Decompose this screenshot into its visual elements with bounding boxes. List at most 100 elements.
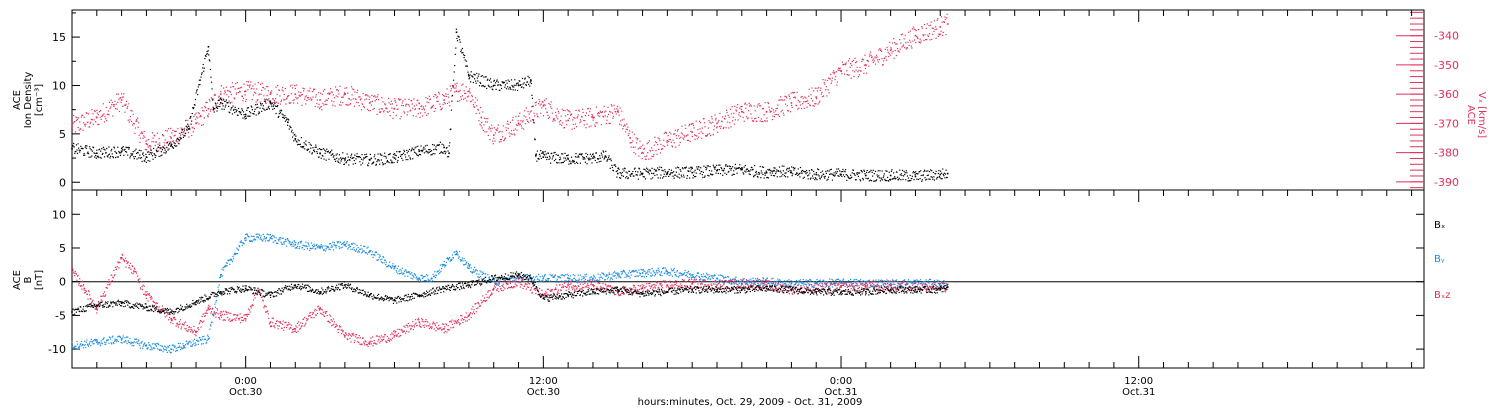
- density-series-point: [380, 159, 382, 161]
- vx-series-point: [700, 131, 702, 133]
- vx-series-point: [658, 148, 660, 150]
- density-series-point: [250, 105, 252, 107]
- density-series-point: [148, 151, 150, 153]
- by-series-point: [393, 268, 395, 270]
- density-series-point: [577, 155, 579, 157]
- vx-series-point: [736, 103, 739, 106]
- vx-series-point: [515, 115, 517, 118]
- density-series-point: [719, 173, 722, 175]
- density-series-point: [259, 107, 261, 109]
- vx-series-point: [387, 97, 390, 100]
- density-series-point: [675, 171, 677, 173]
- by-series-point: [299, 241, 301, 243]
- vx-series-point: [900, 34, 902, 36]
- density-series-point: [577, 162, 579, 164]
- vx-series-point: [611, 112, 614, 114]
- by-series-point: [934, 281, 936, 283]
- density-series-point: [915, 172, 917, 175]
- by-series-point: [772, 282, 775, 284]
- vx-series-point: [943, 20, 945, 23]
- density-series-point: [412, 158, 414, 160]
- vx-series-point: [129, 119, 131, 121]
- density-series-point: [602, 150, 604, 152]
- vx-series-point: [461, 84, 463, 86]
- by-series-point: [318, 245, 320, 247]
- vx-series-point: [317, 92, 320, 94]
- vx-series-point: [263, 95, 265, 97]
- by-series-point: [781, 282, 783, 284]
- by-series-point: [578, 278, 580, 280]
- vx-series-point: [636, 139, 638, 141]
- by-series-point: [900, 285, 902, 287]
- vx-series-point: [267, 85, 269, 88]
- by-series-point: [847, 280, 850, 282]
- by-series-point: [378, 259, 380, 261]
- vx-series-point: [368, 102, 371, 104]
- by-series-point: [826, 284, 828, 287]
- by-series-point: [875, 279, 877, 281]
- vx-series-point: [905, 48, 907, 50]
- by-series-point: [307, 242, 309, 244]
- vx-series-point: [858, 69, 860, 71]
- vx-series-point: [93, 119, 95, 121]
- vx-series-point: [916, 37, 918, 39]
- vx-series-point: [175, 130, 177, 132]
- by-series-point: [748, 279, 750, 281]
- by-series-point: [417, 277, 419, 280]
- density-series-point: [273, 104, 275, 106]
- by-series-point: [480, 275, 482, 278]
- by-series-point: [466, 267, 468, 269]
- vx-series-point: [516, 129, 518, 131]
- vx-series-point: [171, 140, 173, 142]
- vx-series-point: [730, 126, 732, 128]
- density-series-point: [196, 89, 198, 91]
- density-series-point: [771, 170, 773, 172]
- density-series-point: [663, 173, 665, 175]
- vx-series-point: [802, 97, 804, 99]
- vx-series-point: [803, 101, 805, 103]
- density-series-point: [681, 167, 684, 169]
- vx-series-point: [291, 87, 294, 89]
- density-series-point: [667, 170, 669, 173]
- vx-series-point: [895, 43, 897, 45]
- vx-series-point: [103, 113, 105, 115]
- vx-series-point: [198, 113, 200, 115]
- by-series-point: [823, 279, 825, 282]
- density-series-point: [938, 175, 941, 178]
- vx-series-point: [551, 107, 553, 110]
- by-series-point: [86, 343, 89, 345]
- by-series-point: [114, 338, 116, 340]
- vx-series-point: [91, 109, 93, 111]
- density-series-point: [120, 150, 123, 153]
- by-series-point: [879, 286, 881, 289]
- by-series-point: [251, 240, 253, 243]
- density-series-point: [220, 97, 222, 99]
- vx-series-point: [373, 107, 375, 109]
- vx-series-point: [370, 104, 373, 106]
- density-series-point: [427, 151, 429, 153]
- vx-series-point: [716, 127, 718, 129]
- density-series-point: [350, 153, 353, 155]
- density-series-point: [637, 178, 639, 180]
- by-series-point: [595, 280, 598, 282]
- by-series-point: [888, 286, 890, 288]
- density-series-point: [813, 170, 815, 173]
- density-series-point: [663, 176, 665, 178]
- by-series-point: [91, 341, 94, 343]
- vx-series-point: [199, 114, 202, 117]
- by-series-point: [272, 234, 274, 236]
- vx-series-point: [464, 97, 466, 99]
- by-series-point: [697, 272, 700, 274]
- by-series-point: [175, 350, 177, 352]
- vx-series-point: [489, 128, 492, 130]
- vx-series-point: [750, 105, 752, 107]
- density-series-point: [390, 159, 392, 161]
- vx-series-point: [584, 114, 586, 117]
- density-series-point: [462, 54, 465, 56]
- density-series-point: [255, 114, 257, 116]
- vx-series-point: [323, 88, 326, 91]
- density-series-point: [734, 167, 736, 169]
- by-series-point: [311, 248, 313, 250]
- by-series-point: [596, 279, 599, 281]
